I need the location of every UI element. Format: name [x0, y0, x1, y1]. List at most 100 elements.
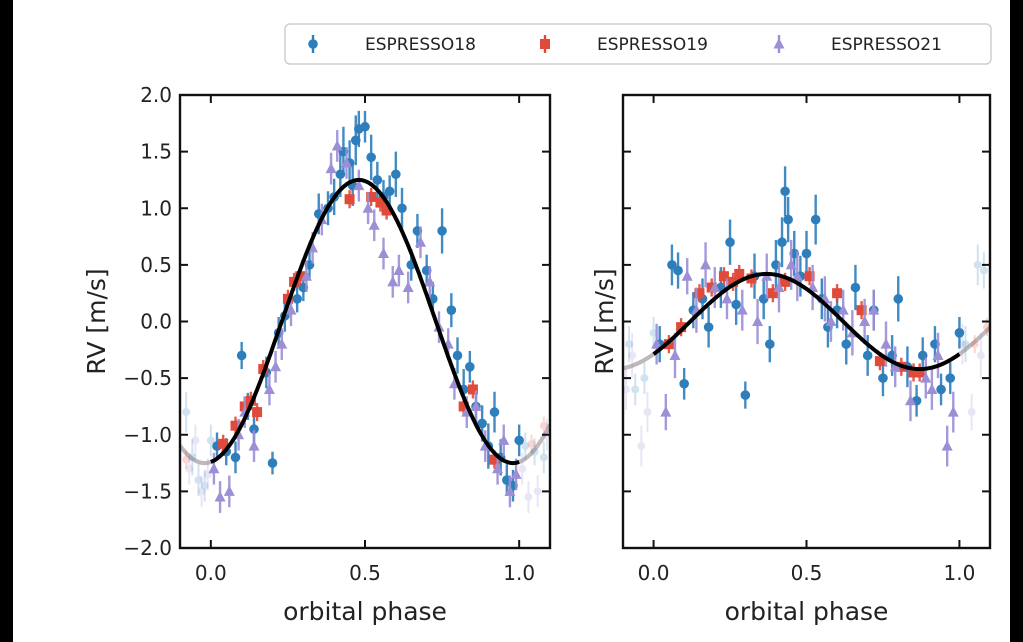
data-point	[804, 267, 815, 286]
ytick-label: −1.5	[123, 479, 172, 503]
legend-entry-espresso18: ESPRESSO18	[308, 35, 476, 55]
legend-entry-espresso21: ESPRESSO21	[773, 35, 942, 55]
data-point	[945, 362, 956, 394]
data-point	[669, 332, 681, 379]
marker-triangle	[368, 219, 380, 230]
xtick-label: 0.0	[195, 561, 227, 585]
wrapped-marker	[637, 442, 646, 451]
data-point	[679, 367, 689, 400]
axes-frame	[621, 93, 992, 550]
marker-triangle	[904, 394, 916, 406]
data-point	[387, 266, 399, 298]
marker-triangle	[721, 292, 733, 304]
marker-triangle	[825, 315, 837, 326]
wrapped-point	[185, 452, 194, 485]
wrapped-marker	[973, 260, 982, 269]
data-point	[393, 254, 405, 287]
marker-triangle	[325, 162, 337, 174]
data-point	[660, 393, 672, 431]
model-curve	[652, 271, 961, 372]
wrapped-point	[191, 424, 200, 457]
marker-circle	[841, 339, 852, 349]
wrapped-point	[625, 326, 634, 363]
data-point	[366, 134, 376, 180]
legend-entry-espresso19: ESPRESSO19	[540, 35, 708, 55]
data-point	[360, 110, 370, 143]
marker-triangle	[941, 440, 953, 451]
wrapped-marker	[194, 476, 203, 485]
data-point	[263, 373, 275, 406]
wrapped-marker	[200, 481, 209, 490]
data-point	[292, 285, 302, 313]
data-point	[859, 298, 871, 345]
data-point	[908, 363, 919, 382]
marker-triangle	[932, 349, 944, 360]
data-point	[926, 369, 938, 410]
marker-triangle	[378, 247, 389, 259]
marker-square	[746, 273, 757, 284]
model-curve-wrap-left	[623, 352, 655, 371]
marker-triangle	[920, 372, 932, 383]
series-espresso21	[208, 130, 522, 513]
xtick-label: 0.5	[791, 561, 823, 585]
data-point	[752, 298, 764, 345]
marker-square	[676, 322, 687, 333]
marker-square	[767, 288, 778, 299]
wrapped-marker	[970, 340, 979, 349]
marker-triangle	[492, 462, 504, 474]
wrapped-point	[200, 469, 209, 502]
marker-triangle	[752, 315, 764, 326]
plot-area	[180, 110, 550, 513]
data-point	[932, 332, 944, 379]
marker-circle	[725, 237, 735, 248]
marker-circle	[391, 169, 401, 180]
data-point	[746, 269, 757, 288]
data-point	[362, 192, 374, 225]
wrapped-point	[182, 391, 191, 433]
data-point	[331, 130, 343, 162]
marker-circle	[945, 373, 956, 383]
wrapped-point	[533, 475, 542, 508]
data-point	[514, 424, 524, 457]
wrapped-point	[188, 439, 197, 476]
marker-circle	[452, 350, 463, 361]
marker-circle	[230, 452, 241, 463]
axes-frame	[178, 93, 552, 550]
data-point	[437, 208, 447, 254]
marker-square	[780, 276, 791, 287]
data-point	[780, 166, 790, 217]
marker-circle	[893, 294, 904, 304]
data-point	[248, 430, 260, 462]
data-point	[467, 380, 478, 399]
wrapped-marker	[961, 340, 970, 349]
wrapped-point	[637, 425, 646, 467]
marker-square	[914, 367, 925, 378]
data-point	[489, 391, 500, 433]
legend-marker	[308, 39, 318, 49]
wrapped-point	[631, 373, 640, 406]
panel-1: 2.0 1.5 1.0 0.5 0.0 −0.5 −1.0 −1.5 −2.0 0.0 0.5 1.0…	[82, 83, 552, 626]
data-point	[889, 346, 901, 388]
ytick-label: −2.0	[123, 536, 172, 560]
xtick-label: 1.0	[503, 561, 535, 585]
series-espresso18	[212, 110, 524, 502]
marker-triangle	[651, 338, 663, 349]
marker-circle	[514, 435, 524, 446]
legend-label: ESPRESSO18	[365, 35, 476, 55]
data-point	[300, 260, 312, 293]
wrapped-point	[973, 244, 982, 286]
model-curve	[210, 177, 520, 466]
wrapped-point	[206, 424, 215, 457]
wrapped-marker	[643, 408, 652, 417]
marker-circle	[667, 260, 677, 270]
marker-triangle	[263, 383, 275, 394]
data-point	[728, 272, 739, 291]
data-point	[353, 169, 365, 202]
marker-triangle	[868, 304, 880, 315]
data-point	[941, 425, 953, 467]
marker-square	[734, 268, 745, 279]
data-point	[850, 264, 861, 311]
wrapped-marker	[527, 439, 536, 448]
data-point	[893, 276, 904, 322]
marker-circle	[850, 282, 861, 293]
